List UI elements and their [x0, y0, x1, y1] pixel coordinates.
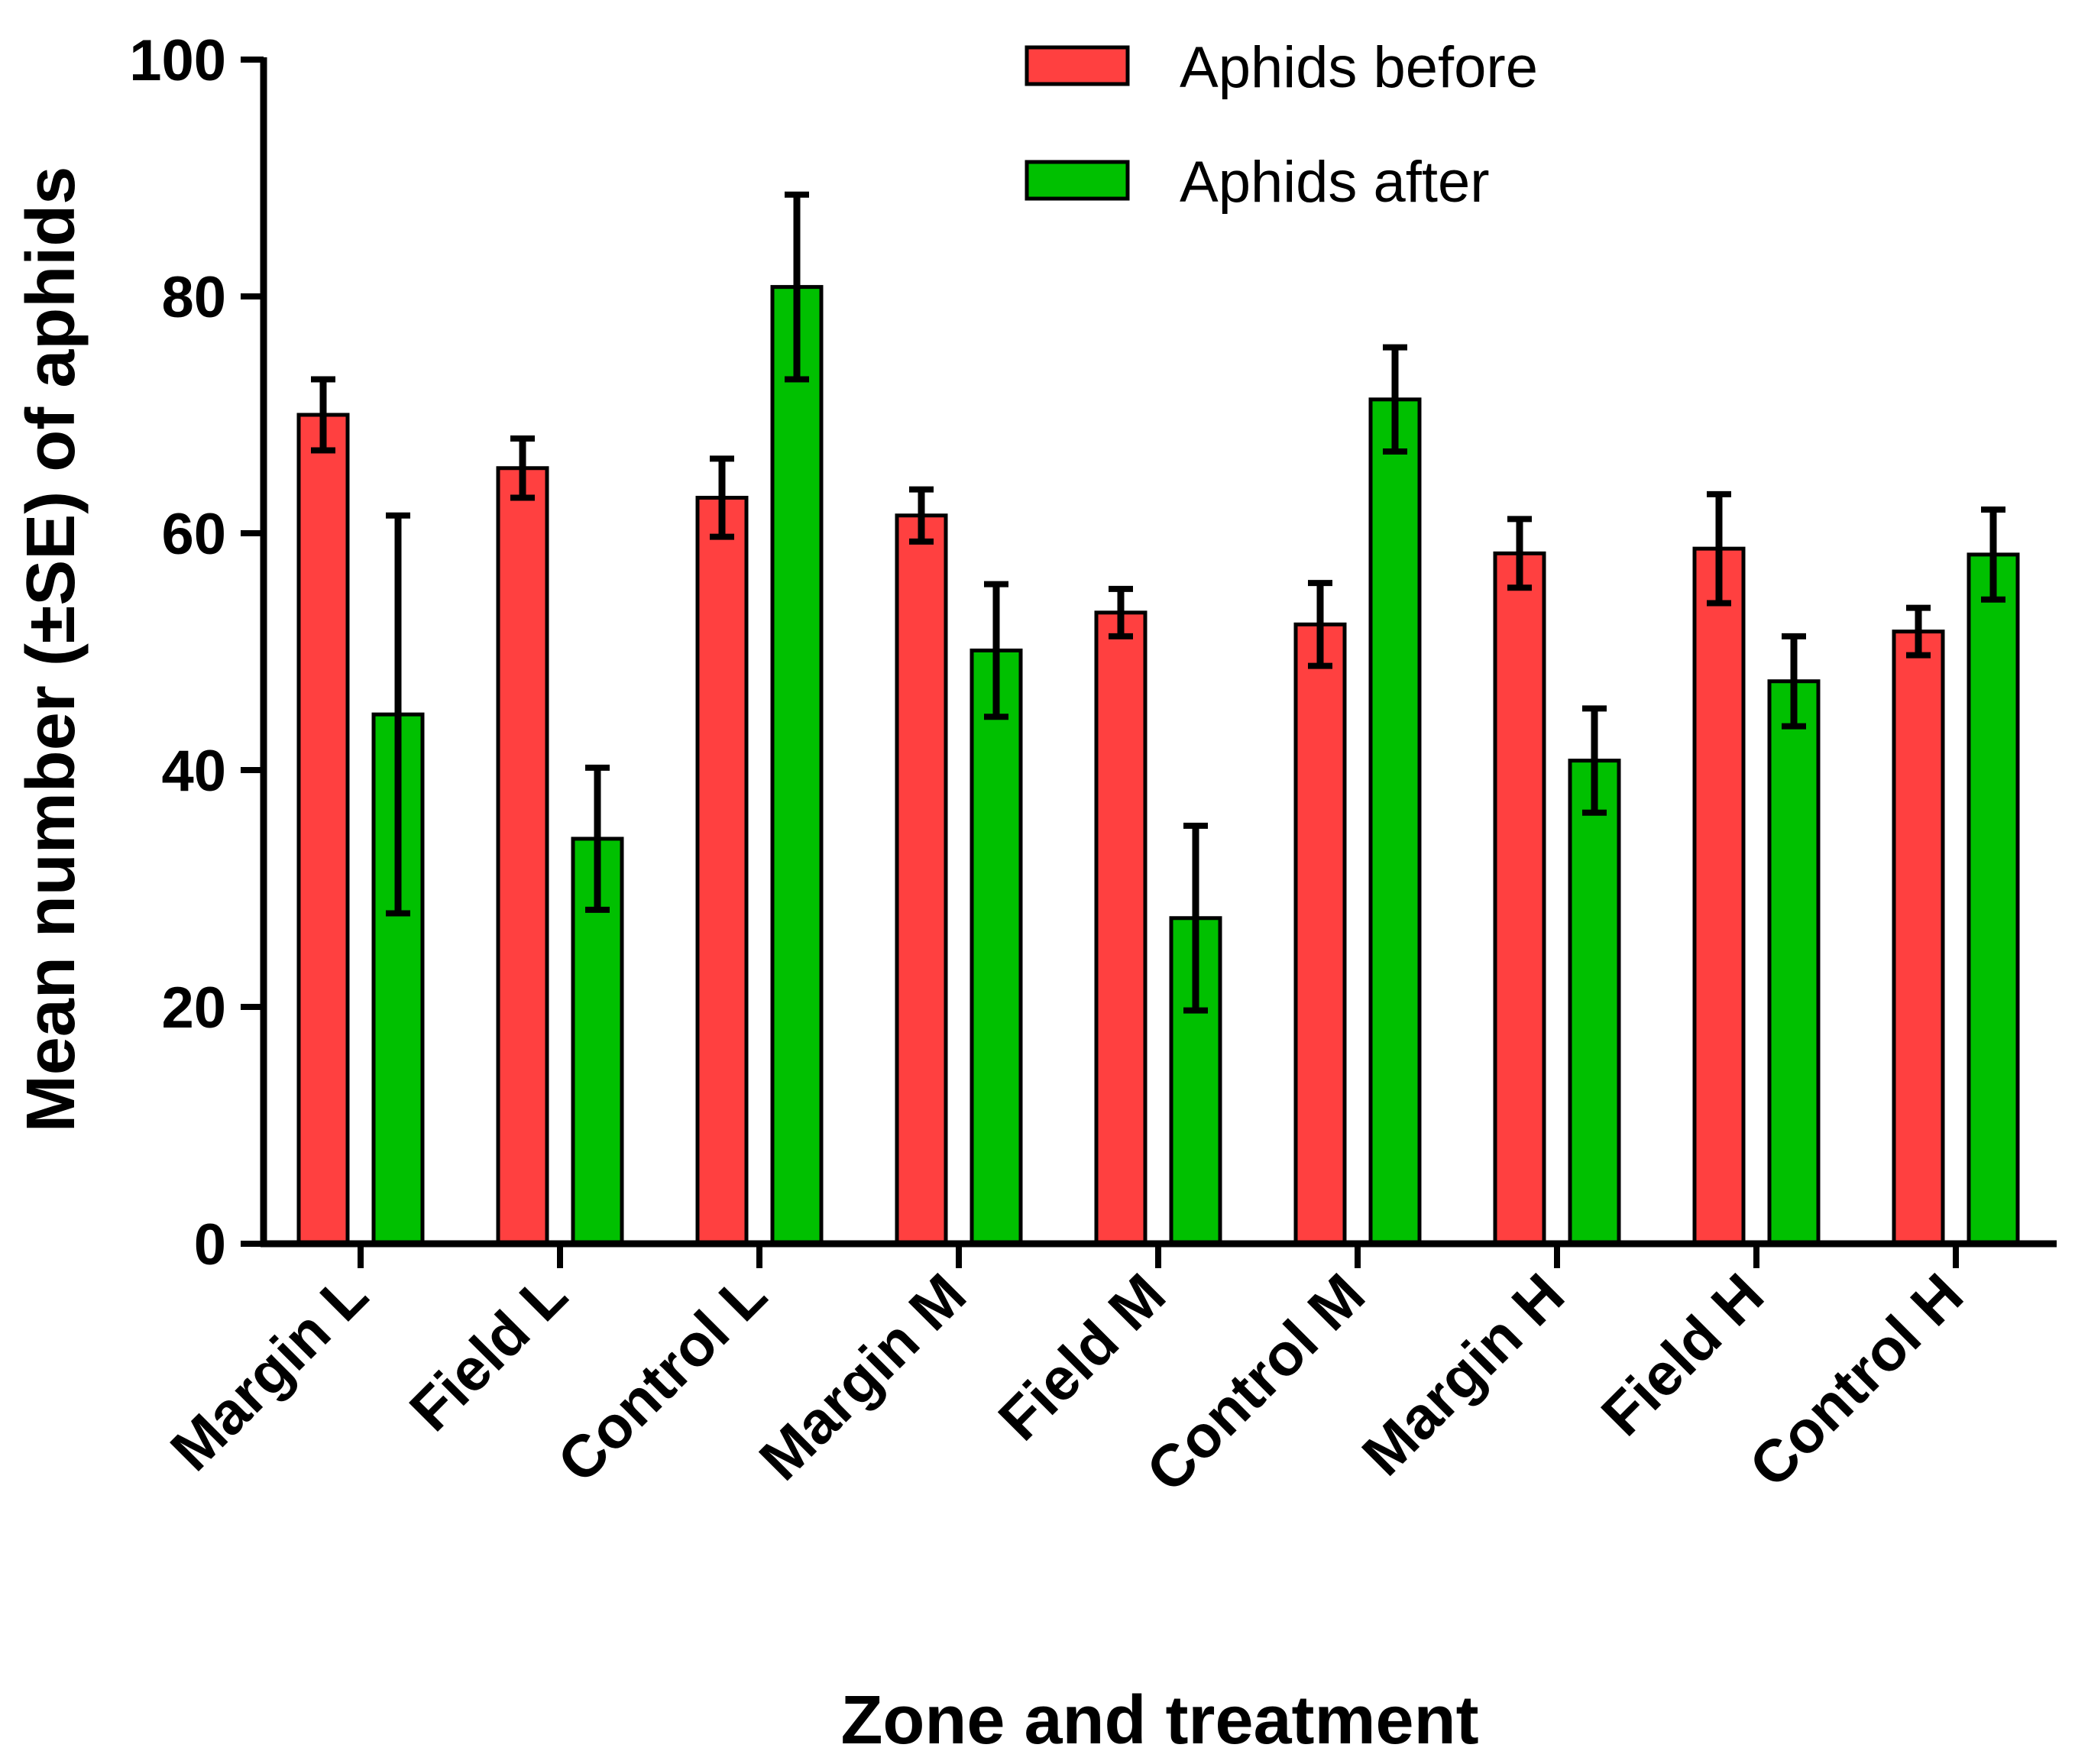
- error-bar-aphids-before-margin-h: [1507, 516, 1532, 591]
- error-bar-aphids-after-margin-h: [1582, 705, 1607, 816]
- legend-label-aphids-after: Aphids after: [1180, 150, 1490, 215]
- x-tick-label: Margin H: [1349, 1261, 1577, 1488]
- x-tick-label: Field H: [1588, 1261, 1776, 1448]
- error-bar-aphids-before-control-m: [1308, 580, 1332, 669]
- bar-aphids-before-field-h: [1692, 546, 1746, 1246]
- y-tick-label: 20: [161, 976, 226, 1041]
- bar-aphids-after-margin-h: [1568, 759, 1621, 1246]
- error-bar-aphids-after-control-h: [1981, 507, 2005, 603]
- error-bar-aphids-after-field-l: [585, 764, 610, 913]
- legend-swatch-aphids-before: [1025, 45, 1130, 86]
- x-tick-label: Margin L: [157, 1261, 380, 1484]
- error-bar-aphids-after-control-l: [785, 191, 809, 383]
- y-tick-label: 60: [161, 502, 226, 567]
- bar-aphids-after-control-h: [1967, 552, 2020, 1246]
- y-ticks-layer: 0 20 40 60 80 100: [129, 28, 264, 1277]
- y-tick-label: 80: [161, 265, 226, 330]
- error-bar-aphids-after-field-h: [1782, 633, 1806, 730]
- bar-aphids-before-margin-l: [296, 413, 350, 1246]
- error-bar-aphids-after-margin-m: [984, 581, 1008, 720]
- x-tick-label: Field L: [397, 1261, 580, 1444]
- error-bar-aphids-before-margin-m: [909, 486, 934, 545]
- bar-aphids-after-field-h: [1767, 679, 1821, 1246]
- error-bar-aphids-after-margin-l: [386, 512, 410, 917]
- bar-aphids-before-margin-m: [895, 513, 948, 1246]
- bars-layer: [296, 285, 2020, 1246]
- y-tick-label: 40: [161, 739, 226, 804]
- error-bar-aphids-after-field-m: [1183, 822, 1208, 1014]
- bar-aphids-before-control-h: [1892, 630, 1945, 1246]
- bar-aphids-before-field-m: [1094, 610, 1148, 1246]
- bar-aphids-before-margin-h: [1493, 551, 1546, 1246]
- bar-aphids-before-control-m: [1293, 622, 1347, 1246]
- error-bar-aphids-before-margin-l: [311, 376, 335, 454]
- x-tick-label: Field M: [986, 1261, 1178, 1453]
- y-tick-label: 100: [129, 28, 226, 93]
- x-axis-title: Zone and treatment: [840, 1682, 1478, 1759]
- bar-aphids-before-field-l: [496, 466, 549, 1246]
- error-bar-aphids-before-control-l: [710, 455, 734, 540]
- y-tick-label: 0: [194, 1212, 226, 1277]
- error-bar-aphids-before-field-l: [510, 435, 535, 501]
- error-bar-aphids-after-control-m: [1383, 344, 1407, 455]
- y-axis-title: Mean number (±SE) of aphids: [13, 167, 89, 1132]
- x-tick-label: Control M: [1133, 1261, 1377, 1505]
- legend: Aphids before Aphids after: [1025, 35, 1538, 215]
- bar-aphids-after-control-l: [770, 285, 824, 1246]
- bar-aphids-before-control-l: [695, 496, 749, 1246]
- error-bar-aphids-before-control-h: [1906, 604, 1931, 659]
- legend-swatch-aphids-after: [1025, 160, 1130, 201]
- x-tick-label: Control L: [545, 1261, 779, 1495]
- x-tick-label: Control H: [1737, 1261, 1976, 1500]
- bar-aphids-after-margin-m: [970, 648, 1023, 1246]
- legend-label-aphids-before: Aphids before: [1180, 35, 1538, 100]
- error-bar-aphids-before-field-m: [1109, 585, 1133, 639]
- error-bar-aphids-before-field-h: [1707, 490, 1731, 607]
- x-tick-label: Margin M: [746, 1261, 979, 1493]
- error-bars-layer: [311, 191, 2005, 1014]
- bar-aphids-after-control-m: [1368, 397, 1422, 1246]
